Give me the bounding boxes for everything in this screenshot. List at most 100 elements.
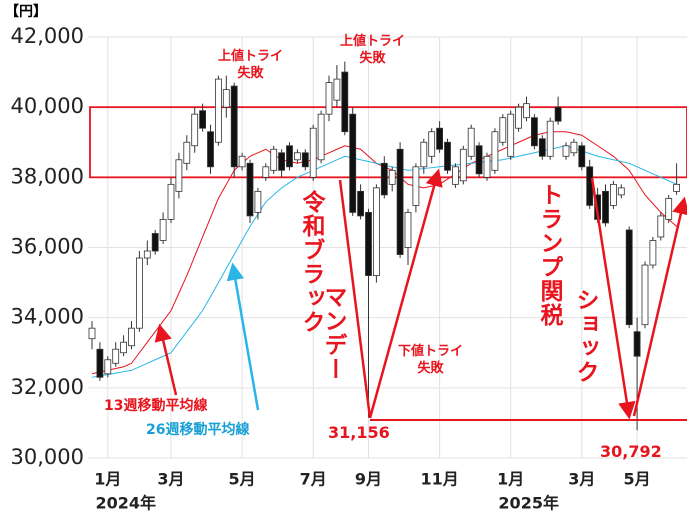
x-tick-label: 3月 [568,470,595,489]
candle-body [538,138,546,157]
candle-body [617,187,625,196]
candle-body [396,148,404,255]
candle-body [341,71,349,133]
labels: 30,000 32,000 34,000 36,000 38,000 40,000 42,0… [11,24,651,513]
annotation: 上値トライ 失敗 [218,49,284,81]
candle-body [214,78,222,143]
resistance-band [89,106,687,179]
candle-body [207,131,214,168]
candle-body [365,212,372,276]
candle-body [159,219,167,241]
candle-body [665,197,673,220]
candle-body [586,166,594,206]
year-label: 2025年 [498,494,559,513]
candle-body [167,183,175,220]
grid [88,36,687,459]
annotation: 31,156 [328,423,390,442]
candle-body [499,117,507,143]
annotation: 30,792 [600,442,662,461]
annotation: 下値トライ 失敗 [398,344,464,376]
candle-body [444,141,451,171]
x-tick-label: 1月 [94,470,121,489]
candle-body [570,141,578,154]
candle-body [246,162,254,217]
y-tick-label: 34,000 [11,305,84,329]
candle-body [357,190,365,217]
candle-body [191,113,199,147]
x-tick-label: 5月 [229,470,256,489]
y-tick-label: 40,000 [11,94,84,118]
candle-body [96,348,104,378]
candle-body [301,152,309,168]
candle-body [333,78,341,101]
candle-body [404,212,412,248]
x-tick-label: 7月 [300,470,327,489]
candle-body [459,148,467,182]
candle-body [475,145,483,175]
candle-body [625,229,633,326]
x-tick-label: 11月 [420,470,458,489]
candle-body [372,187,380,276]
candle-body [610,183,617,206]
candle-body [183,141,191,164]
candle-body [199,110,207,129]
y-tick-label: 42,000 [11,24,84,48]
annotation: トランプ関税 [536,183,562,327]
candle-body [515,106,522,129]
arrows [154,168,687,421]
candle-body [507,113,515,157]
marks [88,61,687,431]
line-label: 26週移動平均線 [146,422,250,438]
candle-body [88,327,96,340]
x-tick-label: 3月 [157,470,184,489]
annotation: 令和ブラック [298,190,324,334]
candle-body [641,264,649,326]
candle-body [467,127,475,157]
candle-body [657,215,665,238]
candle-body [270,148,278,171]
candle-body [222,89,230,108]
candle-body [104,359,112,375]
candle-body [286,145,293,168]
candle-body [546,120,554,157]
annotation: ショック [572,288,598,384]
y-axis-label: 【円】 [5,4,47,20]
candle-body [262,166,270,178]
x-tick-label: 5月 [624,470,651,489]
candle-body [293,152,301,161]
candle-body [483,155,491,178]
candle-body [673,183,680,192]
candle-body [633,331,641,357]
arrow [154,323,178,396]
arrow [590,177,636,420]
candle-body [325,82,333,115]
y-tick-label: 38,000 [11,164,84,188]
annotation: マンデー [320,285,346,381]
line-label: 13週移動平均線 [104,398,208,414]
y-tick-label: 36,000 [11,235,84,259]
candle-body [649,240,657,266]
candle-body [451,166,459,185]
x-tick-label: 9月 [355,470,382,489]
candle-body [491,131,499,171]
candle-body [128,327,135,347]
candle-body [420,141,428,168]
candle-body [436,127,444,150]
arrow [632,196,687,417]
candle-body [309,127,317,178]
candle-body [151,233,159,252]
candle-body [112,348,120,364]
candle-body [428,131,436,157]
candle-body [135,257,143,329]
candle-body [278,152,286,171]
candle-body [602,190,609,224]
candle-body [412,166,420,206]
arrow [368,168,443,419]
arrow [338,179,372,419]
candle-body [230,85,238,168]
arrow [226,262,260,411]
candle-body [254,190,262,213]
candle-body [238,155,246,168]
